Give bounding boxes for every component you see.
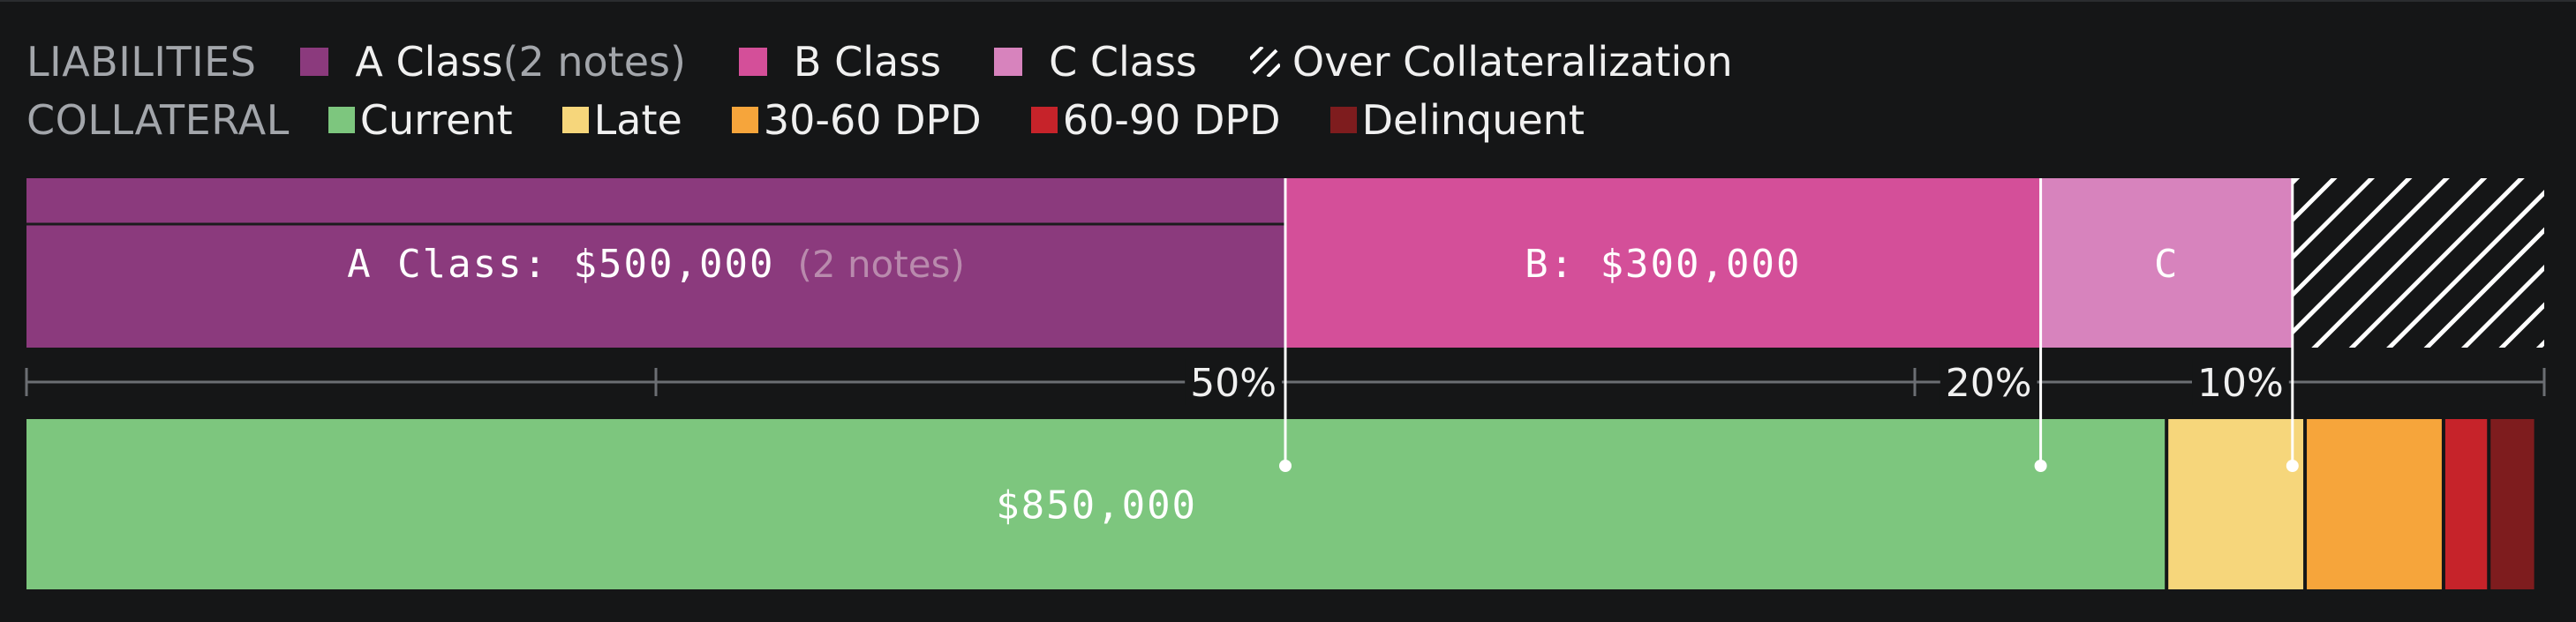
percent-label-20: 20% xyxy=(1946,361,2032,406)
legend-item-current: Current xyxy=(328,96,513,144)
dpd-30-60-swatch xyxy=(731,107,758,133)
collateral-segment-late xyxy=(2166,419,2306,589)
legend-item-60-90-dpd: 60-90 DPD xyxy=(1030,96,1281,144)
tranche-boundary-dot xyxy=(2034,460,2047,472)
legend-item-late: Late xyxy=(561,96,682,144)
collateral-segment-30-60-dpd xyxy=(2305,419,2444,589)
a-class-swatch xyxy=(300,48,329,76)
liability-label-c-class: C xyxy=(2154,242,2180,287)
collateral-bar: $850,000 xyxy=(26,419,2535,589)
collateral-segment-current xyxy=(26,419,2167,589)
collateral-segment-60-90-dpd xyxy=(2443,419,2489,589)
liability-segment-over-collateralization xyxy=(2292,178,2544,348)
liability-label-b-class: B: $300,000 xyxy=(1525,242,1801,287)
legend-label-b-class: B Class xyxy=(793,38,942,86)
tranche-markers xyxy=(1279,178,2299,472)
collateral-legend: COLLATERAL Current Late 30-60 DPD 60-90 … xyxy=(26,94,1634,146)
tranche-boundary-dot xyxy=(2286,460,2299,472)
legend-item-delinquent: Delinquent xyxy=(1329,96,1585,144)
legend-label-late: Late xyxy=(593,96,682,144)
liability-segment-c-class xyxy=(2040,178,2293,348)
legend-label-delinquent: Delinquent xyxy=(1361,96,1585,144)
percent-label-50: 50% xyxy=(1190,361,1277,406)
liabilities-legend: LIABILITIES A Class (2 notes) B Class C … xyxy=(26,35,1786,88)
legend-label-over-collateralization: Over Collateralization xyxy=(1292,38,1733,86)
legend-item-over-collateralization: Over Collateralization xyxy=(1249,38,1733,86)
late-swatch xyxy=(561,107,589,133)
tranche-boundary-dot xyxy=(1279,460,1292,472)
legend-label-c-class: C Class xyxy=(1049,38,1197,86)
legend-item-c-class: C Class xyxy=(994,38,1197,86)
legend-label-60-90-dpd: 60-90 DPD xyxy=(1062,96,1281,144)
hatch-swatch-icon xyxy=(1249,47,1280,77)
liabilities-bar: A Class: $500,000 (2 notes) B: $300,000 C xyxy=(26,178,2544,348)
percent-label-bg xyxy=(2192,359,2289,405)
legend-item-b-class: B Class xyxy=(738,38,942,86)
c-class-swatch xyxy=(994,48,1023,76)
legend-label-30-60-dpd: 30-60 DPD xyxy=(763,96,982,144)
delinquent-swatch xyxy=(1329,107,1357,133)
collateral-label-current: $850,000 xyxy=(996,483,1197,528)
b-class-swatch xyxy=(738,48,767,76)
percent-label-10: 10% xyxy=(2197,361,2284,406)
liability-segment-a-class xyxy=(26,178,1285,348)
legend-item-a-class: A Class (2 notes) xyxy=(300,38,686,86)
collateral-legend-title: COLLATERAL xyxy=(26,96,290,144)
percent-label-bg xyxy=(1940,359,2037,405)
liabilities-legend-title: LIABILITIES xyxy=(26,38,257,86)
collateral-segment-delinquent xyxy=(2489,419,2535,589)
liability-label-a-class: A Class: $500,000 (2 notes) xyxy=(347,242,965,287)
dpd-60-90-swatch xyxy=(1030,107,1058,133)
legend-note-a-class: (2 notes) xyxy=(502,38,686,86)
liability-segment-b-class xyxy=(1285,178,2041,348)
legend-item-30-60-dpd: 30-60 DPD xyxy=(731,96,982,144)
percent-label-bg xyxy=(1185,359,1282,405)
current-swatch xyxy=(328,107,355,133)
legend-label-a-class: A Class xyxy=(355,38,503,86)
legend-label-current: Current xyxy=(359,96,513,144)
